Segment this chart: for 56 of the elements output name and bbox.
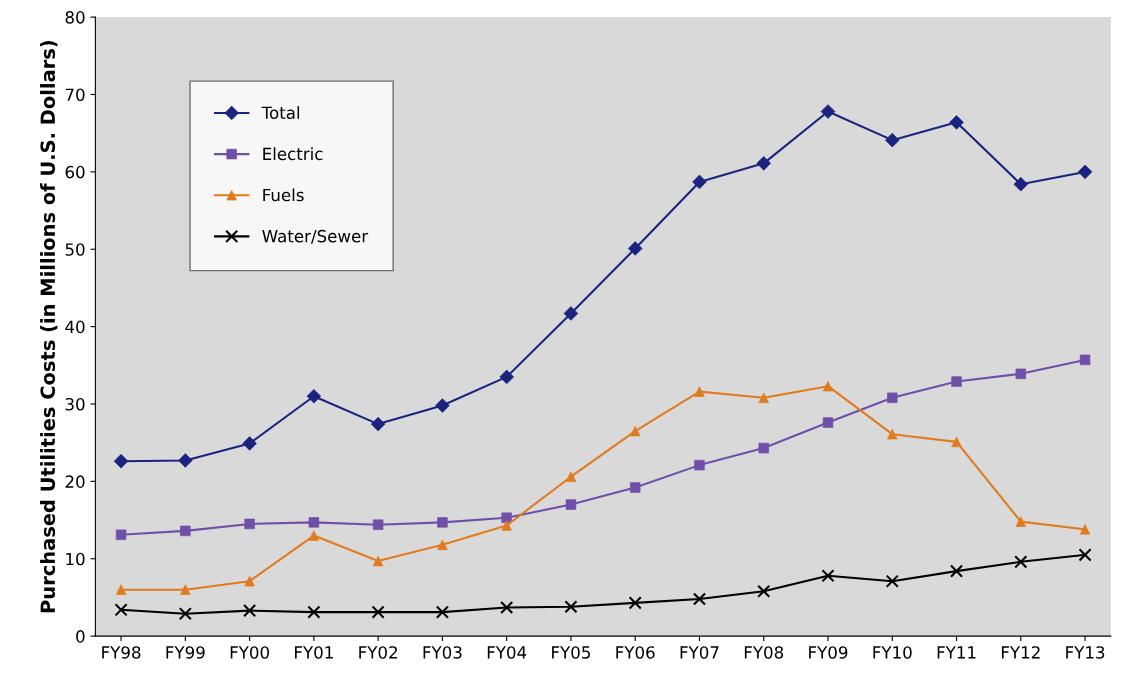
x-tick-label: FY00 bbox=[230, 646, 269, 659]
point bbox=[1078, 548, 1092, 562]
x-tick-label: FY02 bbox=[359, 646, 397, 659]
point bbox=[500, 600, 514, 615]
legend-label: Fuels bbox=[263, 188, 304, 202]
legend-label: Electric bbox=[263, 147, 323, 161]
point bbox=[243, 603, 257, 618]
x-tick-label: FY04 bbox=[487, 646, 527, 659]
x-tick-label: FY12 bbox=[1001, 646, 1040, 659]
x-tick-label: FY99 bbox=[166, 646, 205, 659]
point bbox=[758, 442, 769, 454]
x-tick-label: FY07 bbox=[680, 646, 719, 659]
x-tick-label: FY11 bbox=[937, 646, 976, 659]
y-tick-label: 70 bbox=[65, 88, 85, 102]
point bbox=[821, 569, 835, 583]
x-tick-label: FY09 bbox=[809, 646, 848, 659]
legend-label: Water/Sewer bbox=[262, 229, 369, 244]
x-tick-label: FY08 bbox=[744, 646, 784, 659]
point bbox=[820, 104, 836, 119]
y-tick-label: 80 bbox=[65, 11, 85, 24]
y-tick-label: 40 bbox=[65, 320, 85, 334]
point bbox=[115, 529, 127, 540]
point bbox=[949, 564, 964, 578]
point bbox=[887, 392, 898, 404]
point bbox=[178, 453, 193, 468]
y-tick-label: 60 bbox=[65, 165, 85, 179]
point bbox=[307, 605, 321, 619]
point bbox=[371, 605, 385, 619]
point bbox=[1015, 368, 1027, 380]
point bbox=[113, 454, 129, 469]
point bbox=[757, 584, 771, 598]
point bbox=[563, 306, 579, 321]
y-axis-title: Purchased Utilities Costs (in Millions of U.S. Dollars) bbox=[40, 40, 58, 613]
y-tick-label: 10 bbox=[66, 552, 85, 566]
point bbox=[435, 605, 449, 619]
x-tick-label: FY10 bbox=[873, 646, 912, 659]
point bbox=[114, 603, 128, 617]
point bbox=[1014, 555, 1028, 569]
y-tick-label: 0 bbox=[76, 630, 85, 643]
x-tick-label: FY03 bbox=[423, 646, 462, 659]
x-tick-label: FY98 bbox=[102, 646, 141, 659]
point bbox=[885, 574, 899, 588]
x-tick-label: FY06 bbox=[616, 646, 655, 659]
x-tick-label: FY05 bbox=[552, 646, 590, 659]
y-tick-label: 50 bbox=[65, 243, 85, 256]
x-tick-label: FY01 bbox=[295, 646, 333, 659]
x-tick-label: FY13 bbox=[1066, 646, 1105, 659]
point bbox=[178, 607, 192, 621]
point bbox=[627, 241, 643, 256]
legend-label: Total bbox=[261, 106, 300, 120]
y-tick-label: 30 bbox=[65, 397, 85, 411]
point bbox=[692, 592, 707, 606]
point bbox=[692, 174, 707, 190]
point bbox=[564, 600, 578, 614]
point bbox=[628, 596, 642, 610]
y-tick-label: 20 bbox=[65, 475, 85, 488]
